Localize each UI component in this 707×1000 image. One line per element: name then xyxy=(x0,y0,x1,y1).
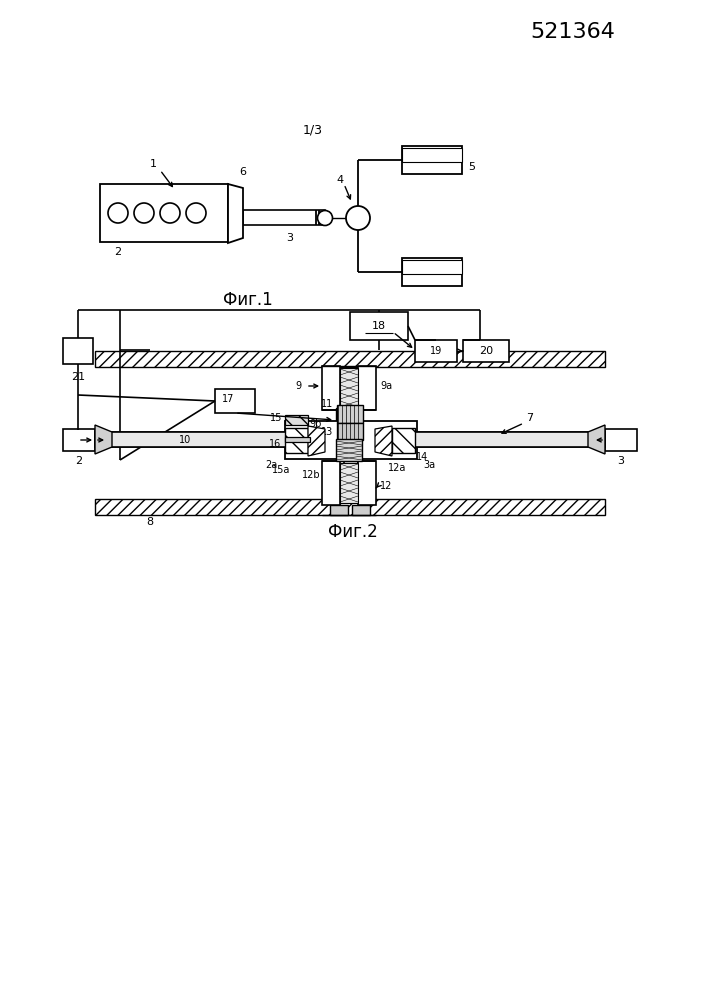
Bar xyxy=(330,367,348,377)
Bar xyxy=(340,368,358,408)
Bar xyxy=(322,461,340,505)
Bar xyxy=(402,258,462,286)
Bar xyxy=(402,146,462,174)
Polygon shape xyxy=(392,428,415,453)
Polygon shape xyxy=(95,425,112,454)
Text: 2: 2 xyxy=(115,247,122,257)
Circle shape xyxy=(317,211,332,226)
Bar xyxy=(336,439,362,461)
Text: 10: 10 xyxy=(179,435,191,445)
Text: 5: 5 xyxy=(468,162,475,172)
Text: 11: 11 xyxy=(321,399,333,409)
Text: Фиг.2: Фиг.2 xyxy=(328,523,378,541)
Text: 1: 1 xyxy=(149,159,156,169)
Polygon shape xyxy=(285,415,308,425)
Text: 12b: 12b xyxy=(302,470,321,480)
Text: 14: 14 xyxy=(416,452,428,462)
Bar xyxy=(402,260,462,274)
Polygon shape xyxy=(228,184,243,243)
Polygon shape xyxy=(308,426,325,456)
Text: 8: 8 xyxy=(146,517,153,527)
Text: 3: 3 xyxy=(617,456,624,466)
Bar xyxy=(95,499,605,515)
Bar xyxy=(243,210,325,225)
Text: 2: 2 xyxy=(76,456,83,466)
Polygon shape xyxy=(588,425,605,454)
Bar xyxy=(344,360,358,515)
Text: 521364: 521364 xyxy=(530,22,615,42)
Text: 12: 12 xyxy=(380,481,392,491)
Bar xyxy=(215,389,255,413)
Bar xyxy=(63,338,93,364)
Bar xyxy=(95,351,605,367)
Bar xyxy=(352,505,370,515)
Text: 13: 13 xyxy=(321,427,333,437)
Bar xyxy=(285,421,417,459)
Text: 20: 20 xyxy=(479,346,493,356)
Text: 6: 6 xyxy=(240,167,247,177)
Bar xyxy=(337,405,363,423)
Text: 15: 15 xyxy=(269,413,282,423)
Bar xyxy=(322,366,340,410)
Bar xyxy=(350,312,408,340)
Bar xyxy=(352,367,370,377)
Polygon shape xyxy=(95,432,290,447)
Polygon shape xyxy=(412,432,605,447)
Bar xyxy=(100,184,228,242)
Bar xyxy=(63,429,95,451)
Bar xyxy=(330,505,348,515)
Text: 4: 4 xyxy=(337,175,344,185)
Polygon shape xyxy=(285,437,310,442)
Circle shape xyxy=(108,203,128,223)
Text: 12a: 12a xyxy=(388,463,407,473)
Text: 9b: 9b xyxy=(310,419,322,429)
Circle shape xyxy=(346,206,370,230)
Polygon shape xyxy=(375,426,392,456)
Bar xyxy=(605,429,637,451)
Bar xyxy=(340,463,358,503)
Bar xyxy=(415,340,457,362)
Text: 15a: 15a xyxy=(271,465,290,475)
Text: 3a: 3a xyxy=(423,460,435,470)
Text: 18: 18 xyxy=(372,321,386,331)
Text: 16: 16 xyxy=(269,439,281,449)
Text: 7: 7 xyxy=(527,413,534,423)
Text: 21: 21 xyxy=(71,372,85,382)
Text: 3: 3 xyxy=(286,233,293,243)
Text: 9a: 9a xyxy=(380,381,392,391)
Circle shape xyxy=(186,203,206,223)
Bar xyxy=(358,461,376,505)
Bar xyxy=(463,340,509,362)
Text: 2a: 2a xyxy=(264,460,277,470)
Circle shape xyxy=(134,203,154,223)
Polygon shape xyxy=(285,428,308,453)
Text: 19: 19 xyxy=(430,346,442,356)
Text: 17: 17 xyxy=(222,394,234,404)
Text: 1/3: 1/3 xyxy=(303,123,323,136)
Bar xyxy=(358,366,376,410)
Text: Фиг.1: Фиг.1 xyxy=(223,291,273,309)
Bar xyxy=(337,423,363,440)
Text: 9: 9 xyxy=(295,381,301,391)
Bar xyxy=(336,408,362,438)
Circle shape xyxy=(160,203,180,223)
Bar xyxy=(402,148,462,162)
